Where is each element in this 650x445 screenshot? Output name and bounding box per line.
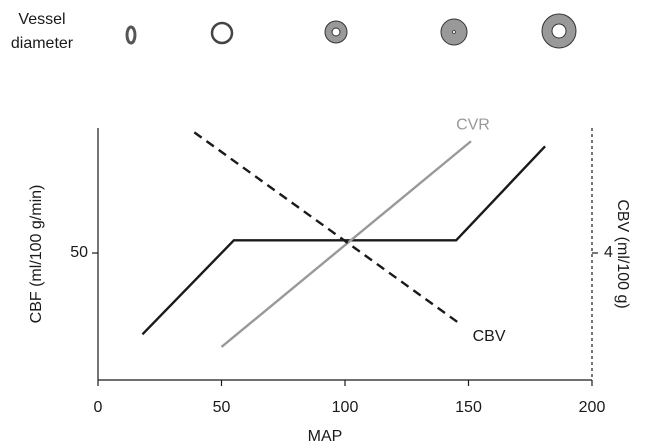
y-tick-label: 50 xyxy=(70,244,88,261)
line xyxy=(222,141,471,347)
x-axis-label: MAP xyxy=(308,428,343,445)
vessel-label: diameter xyxy=(11,35,74,52)
vessel-label: Vessel xyxy=(18,11,65,28)
y2-axis-label: CBV (ml/100 g) xyxy=(614,199,631,308)
line-label: CBV xyxy=(473,328,506,345)
x-tick-label: 50 xyxy=(213,399,231,416)
line-label: CVR xyxy=(456,116,490,133)
line xyxy=(194,132,458,323)
x-tick-label: 100 xyxy=(332,399,359,416)
y2-tick-label: 4 xyxy=(604,244,613,261)
x-tick-label: 150 xyxy=(455,399,482,416)
y-axis-label: CBF (ml/100 g/min) xyxy=(28,185,45,324)
x-tick-label: 0 xyxy=(94,399,103,416)
vessel-icons xyxy=(127,14,576,48)
chart: Vessel diameter MAP CBF (ml/100 g/min) C… xyxy=(0,0,650,445)
x-tick-label: 200 xyxy=(579,399,606,416)
